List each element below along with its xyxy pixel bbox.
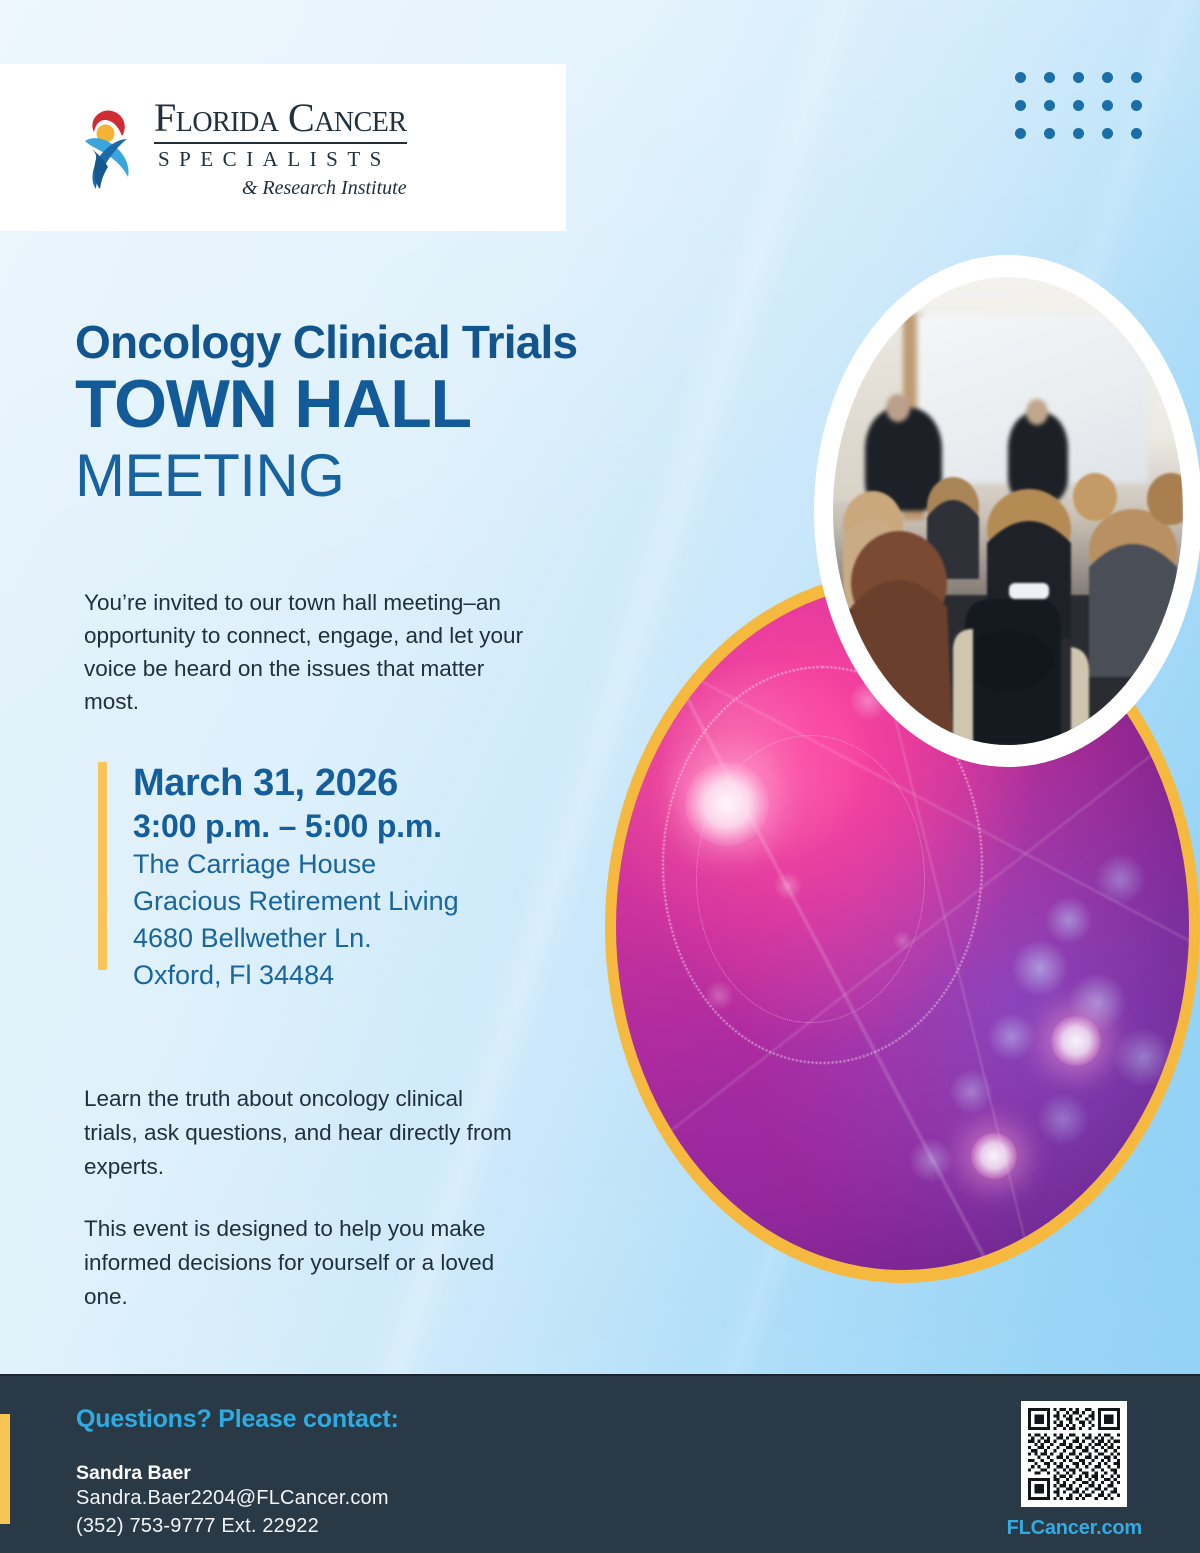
presenter-head [1025,398,1049,425]
logo-panel: Florida Cancer SPECIALISTS & Research In… [0,64,566,231]
logo-wordmark: Florida Cancer SPECIALISTS & Research In… [154,94,407,200]
logo-line-specialists: SPECIALISTS [158,146,391,171]
dot [1044,128,1055,139]
decorative-dot-grid [1015,72,1142,139]
dot [1015,72,1026,83]
footer-qr-block: FLCancer.com [1007,1401,1142,1540]
event-street-address: 4680 Bellwether Ln. [133,922,372,953]
audience-image-photo [833,277,1183,745]
contact-name: Sandra Baer [76,1462,191,1484]
footer-accent-bar [0,1414,10,1524]
event-venue-name: The Carriage House [133,848,377,879]
title-meeting: MEETING [75,442,345,510]
dot [1131,128,1142,139]
dot [1044,72,1055,83]
dot [1015,100,1026,111]
event-details-text: March 31, 2026 3:00 p.m. – 5:00 p.m. The… [133,762,459,994]
dot [1131,100,1142,111]
qr-code-icon[interactable] [1021,1401,1128,1507]
footer-bar: Questions? Please contact: Sandra Baer S… [0,1374,1200,1553]
presenter-figure [1008,412,1068,502]
glowing-cell [684,762,769,847]
website-link[interactable]: FLCancer.com [1006,1517,1143,1539]
contact-phone[interactable]: (352) 753-9777 Ext. 22922 [76,1514,319,1537]
intro-paragraph: You’re invited to our town hall meeting–… [84,590,524,714]
footer-contact-block: Questions? Please contact: Sandra Baer S… [76,1404,399,1541]
body-paragraph-2: This event is designed to help you make … [84,1216,495,1309]
dot [1102,100,1113,111]
dot [1102,128,1113,139]
logo-line-florida-cancer: Florida Cancer [154,94,407,140]
event-date: March 31, 2026 [133,762,398,804]
contact-email[interactable]: Sandra.Baer2204@FLCancer.com [76,1487,389,1510]
audience-rows [833,455,1183,745]
audience-image-circle [814,255,1200,767]
event-city-state-zip: Oxford, Fl 34484 [133,959,335,990]
logo-lockup: Florida Cancer SPECIALISTS & Research In… [78,94,407,200]
logo-line-research-institute: & Research Institute [241,176,407,199]
glowing-cell [1051,1016,1102,1067]
dot [1073,100,1084,111]
event-time: 3:00 p.m. – 5:00 p.m. [133,807,442,844]
glowing-cell [971,1132,1018,1179]
dot [1015,128,1026,139]
dot [1044,100,1055,111]
event-accent-bar [98,762,107,970]
dot [1073,128,1084,139]
footer-heading: Questions? Please contact: [76,1405,399,1433]
dot [1102,72,1113,83]
logo-divider-rule [154,141,407,144]
title-town-hall: TOWN HALL [75,366,472,443]
body-paragraph-1: Learn the truth about oncology clinical … [84,1086,512,1179]
page-title: Oncology Clinical Trials TOWN HALL MEETI… [75,318,775,511]
dot [1131,72,1142,83]
dot [1073,72,1084,83]
title-eyebrow: Oncology Clinical Trials [75,316,578,368]
event-venue-subtitle: Gracious Retirement Living [133,885,459,916]
florida-cancer-specialists-logo-icon [78,105,140,193]
event-details-block: March 31, 2026 3:00 p.m. – 5:00 p.m. The… [98,762,548,994]
presenter-head [885,394,910,423]
